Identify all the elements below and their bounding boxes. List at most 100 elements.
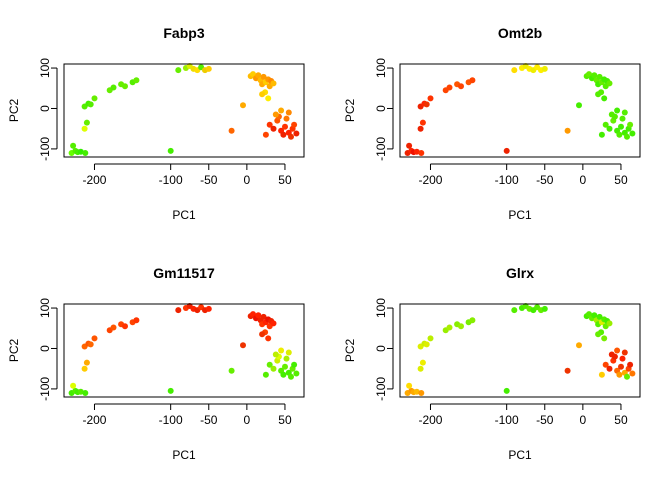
x-tick-label: -200: [418, 173, 442, 187]
data-point: [262, 131, 269, 138]
data-point: [259, 91, 266, 98]
data-point: [282, 363, 288, 370]
y-tick-label: 100: [38, 58, 52, 78]
data-point: [619, 115, 626, 122]
data-point: [616, 131, 623, 138]
data-point: [423, 101, 430, 108]
y-tick-label: 100: [38, 298, 52, 318]
data-point: [418, 150, 425, 156]
plot-title: Omt2b: [498, 25, 542, 41]
plot-title: Fabp3: [163, 25, 204, 41]
x-tick-label: 0: [580, 413, 587, 427]
y-tick-label: -100: [38, 377, 52, 401]
data-point: [272, 111, 279, 118]
y-tick-label: 0: [38, 105, 52, 112]
data-point: [91, 95, 98, 102]
data-point: [285, 349, 292, 356]
data-point: [87, 101, 94, 108]
plot-box: [399, 303, 641, 398]
scatter-panel: -200 -100 -50 0 50 -100 0 100 Gm11517 PC1 PC2: [7, 265, 305, 462]
x-axis: -200 -100 -50 0 50: [82, 163, 292, 187]
data-point: [110, 324, 117, 331]
data-point: [70, 382, 77, 389]
data-point: [601, 335, 608, 342]
y-axis: -100 0 100: [38, 58, 58, 161]
data-point: [259, 331, 266, 338]
data-point: [70, 142, 77, 149]
data-point: [618, 363, 624, 370]
data-point: [427, 335, 434, 342]
x-axis-title: PC1: [508, 448, 532, 462]
data-point: [133, 77, 140, 84]
data-point: [406, 142, 413, 149]
y-axis-title: PC2: [343, 339, 357, 363]
y-tick-label: 0: [38, 345, 52, 352]
data-point: [616, 371, 623, 378]
y-axis: -100 0 100: [374, 58, 394, 161]
data-point: [469, 77, 476, 84]
y-tick-label: -100: [38, 137, 52, 161]
data-point: [228, 367, 235, 374]
data-point: [270, 80, 277, 87]
data-point: [503, 387, 510, 394]
data-point: [511, 307, 518, 314]
data-point: [602, 361, 609, 368]
data-point: [291, 361, 298, 368]
data-point: [260, 313, 267, 320]
y-tick-label: 100: [374, 58, 388, 78]
y-axis: -100 0 100: [38, 298, 58, 401]
data-point: [270, 125, 277, 132]
data-point: [586, 71, 592, 78]
data-point: [133, 317, 140, 324]
scatter-panel: -200 -100 -50 0 50 -100 0 100 Omt2b PC1 PC2: [343, 25, 641, 222]
plot-title: Glrx: [506, 265, 534, 281]
data-point: [265, 95, 272, 102]
data-point: [250, 71, 256, 78]
x-tick-label: -200: [82, 413, 106, 427]
y-axis: -100 0 100: [374, 298, 394, 401]
data-point: [596, 313, 603, 320]
data-point: [278, 107, 285, 114]
x-axis: -200 -100 -50 0 50: [82, 403, 292, 427]
data-point: [87, 341, 94, 348]
data-point: [606, 125, 613, 132]
data-point: [110, 84, 117, 91]
y-axis-title: PC2: [343, 99, 357, 123]
data-point: [541, 65, 548, 72]
data-point: [240, 102, 246, 109]
data-point: [413, 388, 420, 395]
x-tick-label: -50: [536, 173, 554, 187]
data-point: [418, 390, 425, 396]
data-point: [595, 331, 602, 338]
data-point: [458, 323, 464, 330]
data-point: [417, 125, 424, 132]
x-tick-label: 50: [614, 173, 628, 187]
data-point: [260, 73, 267, 80]
x-tick-label: -100: [159, 413, 183, 427]
data-point: [266, 121, 273, 128]
data-point: [262, 371, 269, 378]
data-point: [82, 150, 89, 156]
data-point: [83, 359, 90, 366]
x-axis: -200 -100 -50 0 50: [418, 403, 628, 427]
data-point: [280, 131, 287, 138]
data-point: [619, 355, 626, 362]
data-point: [167, 387, 174, 394]
data-point: [175, 67, 182, 74]
data-point: [576, 102, 582, 109]
data-point: [591, 312, 598, 319]
data-point: [598, 371, 605, 378]
data-point: [601, 95, 608, 102]
x-axis-title: PC1: [172, 448, 196, 462]
data-point: [446, 324, 453, 331]
data-point: [406, 382, 413, 389]
y-tick-label: 0: [374, 105, 388, 112]
scatter-panel: -200 -100 -50 0 50 -100 0 100 Fabp3 PC1 PC2: [7, 25, 305, 222]
data-point: [280, 371, 287, 378]
x-axis-title: PC1: [508, 208, 532, 222]
data-point: [82, 390, 89, 396]
data-point: [503, 147, 510, 154]
data-point: [608, 111, 615, 118]
data-point: [458, 83, 464, 90]
data-point: [288, 373, 294, 380]
